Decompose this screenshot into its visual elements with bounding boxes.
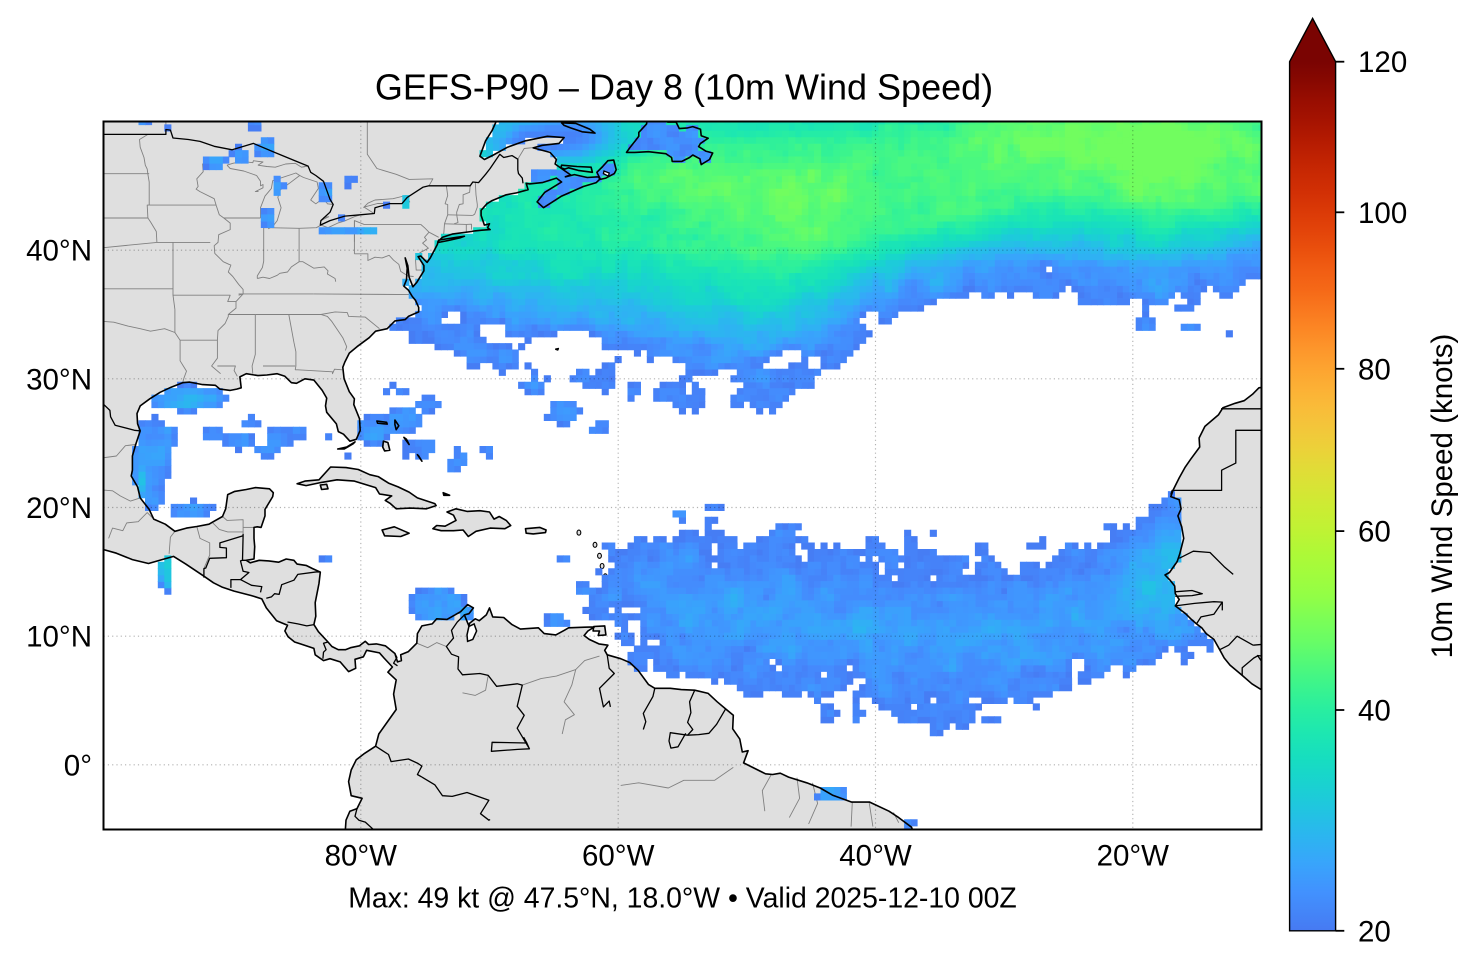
- svg-text:60°W: 60°W: [582, 840, 655, 873]
- svg-text:20: 20: [1358, 915, 1391, 948]
- svg-text:10m Wind Speed (knots): 10m Wind Speed (knots): [1426, 334, 1459, 659]
- svg-text:20°W: 20°W: [1097, 840, 1170, 873]
- svg-text:40°N: 40°N: [26, 235, 92, 268]
- svg-text:80°W: 80°W: [325, 840, 398, 873]
- svg-text:120: 120: [1358, 46, 1407, 79]
- svg-text:Max: 49 kt @ 47.5°N, 18.0°W •: Max: 49 kt @ 47.5°N, 18.0°W • Valid 2025…: [348, 883, 1017, 915]
- svg-text:60: 60: [1358, 516, 1391, 549]
- svg-text:100: 100: [1358, 197, 1407, 230]
- svg-text:40: 40: [1358, 695, 1391, 728]
- svg-text:0°: 0°: [64, 749, 92, 782]
- svg-text:80: 80: [1358, 353, 1391, 386]
- svg-text:20°N: 20°N: [26, 492, 92, 525]
- svg-text:30°N: 30°N: [26, 363, 92, 396]
- svg-text:40°W: 40°W: [839, 840, 912, 873]
- svg-text:GEFS-P90 – Day 8 (10m Wind Spe: GEFS-P90 – Day 8 (10m Wind Speed): [375, 66, 993, 107]
- svg-text:10°N: 10°N: [26, 621, 92, 654]
